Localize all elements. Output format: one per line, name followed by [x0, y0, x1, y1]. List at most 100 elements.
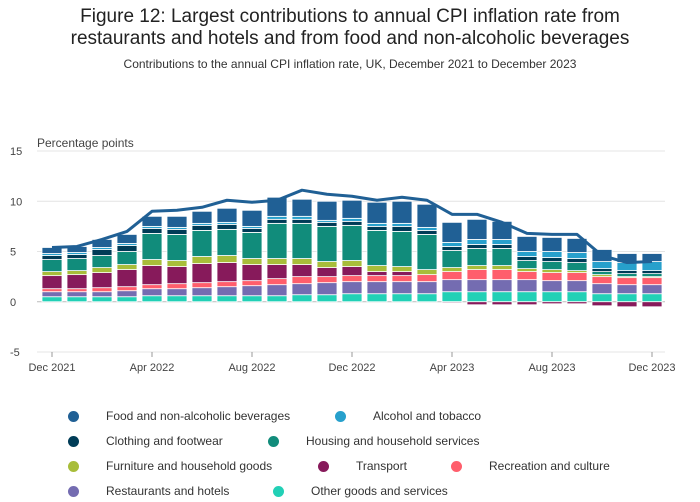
bar-segment — [366, 293, 388, 303]
legend-label: Food and non-alcoholic beverages — [106, 409, 291, 423]
bar-segment — [66, 258, 88, 271]
bar-segment — [41, 288, 63, 293]
cpi-total-line — [51, 188, 653, 265]
bar-segment — [641, 277, 663, 286]
bar-segment — [516, 271, 538, 281]
bar-segment — [541, 280, 563, 293]
bar-segment — [566, 280, 588, 293]
legend-swatch — [273, 485, 284, 497]
bar-segment — [191, 287, 213, 297]
bar-segment — [466, 218, 488, 240]
bar-segment — [91, 249, 113, 256]
bar-segment — [491, 279, 513, 293]
legend-label: Recreation and culture — [489, 459, 610, 473]
bar-segment — [241, 285, 263, 297]
bar-segment — [116, 290, 138, 298]
bar-segment — [516, 279, 538, 293]
bar-segment — [66, 254, 88, 259]
bar-segment — [141, 288, 163, 297]
bar-segment — [441, 242, 463, 247]
bar-segment — [341, 293, 363, 303]
bar-segment — [616, 301, 638, 308]
bar-segment — [166, 215, 188, 228]
y-axis-label: Percentage points — [37, 136, 134, 150]
bar-segment — [66, 288, 88, 293]
y-tick-label: 10 — [10, 196, 22, 208]
bar-segment — [216, 262, 238, 283]
bar-segment — [241, 209, 263, 227]
bar-segment — [266, 222, 288, 259]
legend-item: Alcohol and tobacco — [335, 409, 481, 423]
bar-segment — [541, 272, 563, 282]
legend-swatch — [451, 460, 462, 472]
bar-segment — [416, 293, 438, 303]
bar-segment — [91, 291, 113, 298]
legend-swatch — [318, 460, 329, 472]
bar-segment — [66, 296, 88, 303]
bar-segment — [216, 255, 238, 263]
bar-stack-group — [41, 196, 663, 308]
bar-segment — [616, 270, 638, 275]
bar-segment — [591, 283, 613, 295]
bar-segment — [141, 284, 163, 290]
bar-segment — [641, 301, 663, 308]
bar-segment — [541, 251, 563, 258]
bar-segment — [391, 222, 413, 227]
legend-item: Other goods and services — [273, 484, 448, 498]
bar-segment — [241, 264, 263, 282]
x-tick-label: Dec 2023 — [628, 362, 675, 374]
bar-segment — [116, 264, 138, 270]
bar-segment — [391, 271, 413, 277]
bar-segment — [266, 278, 288, 286]
bar-segment — [341, 217, 363, 222]
bar-segment — [341, 266, 363, 277]
bar-segment — [416, 203, 438, 228]
bar-segment — [191, 263, 213, 284]
bar-segment — [566, 272, 588, 282]
bar-segment — [516, 251, 538, 257]
bar-segment — [91, 267, 113, 274]
x-tick-label: Aug 2022 — [228, 362, 275, 374]
bar-segment — [41, 271, 63, 277]
bar-segment — [316, 225, 338, 262]
bar-segment — [366, 222, 388, 227]
bar-segment — [616, 293, 638, 303]
x-tick-label: Apr 2023 — [430, 362, 475, 374]
bar-segment — [416, 269, 438, 276]
bar-segment — [316, 282, 338, 296]
x-tick-label: Apr 2022 — [130, 362, 175, 374]
legend-label: Other goods and services — [311, 484, 448, 498]
bar-segment — [466, 265, 488, 270]
x-tick-label: Dec 2021 — [28, 362, 75, 374]
bar-segment — [291, 222, 313, 259]
bar-segment — [116, 245, 138, 252]
bar-segment — [191, 229, 213, 257]
legend-label: Alcohol and tobacco — [373, 409, 482, 423]
bar-segment — [341, 220, 363, 226]
bar-segment — [366, 229, 388, 266]
total-line-group — [51, 188, 653, 265]
bar-segment — [41, 296, 63, 303]
bar-segment — [116, 269, 138, 288]
bar-segment — [441, 246, 463, 251]
bar-segment — [391, 293, 413, 303]
bar-segment — [241, 258, 263, 265]
bar-segment — [616, 273, 638, 278]
bar-segment — [591, 293, 613, 303]
bar-segment — [491, 301, 513, 306]
bar-segment — [516, 256, 538, 261]
bar-segment — [291, 264, 313, 278]
bar-segment — [266, 264, 288, 280]
bar-segment — [441, 279, 463, 293]
legend-item: Clothing and footwear — [68, 434, 223, 448]
bar-segment — [516, 236, 538, 252]
legend-label: Transport — [356, 459, 407, 473]
legend-item: Recreation and culture — [451, 459, 610, 473]
y-tick-label: -5 — [10, 347, 20, 359]
bar-segment — [291, 283, 313, 296]
bar-segment — [341, 275, 363, 283]
bar-segment — [391, 266, 413, 273]
bar-segment — [166, 228, 188, 235]
bar-segment — [466, 279, 488, 293]
bar-segment — [266, 295, 288, 303]
